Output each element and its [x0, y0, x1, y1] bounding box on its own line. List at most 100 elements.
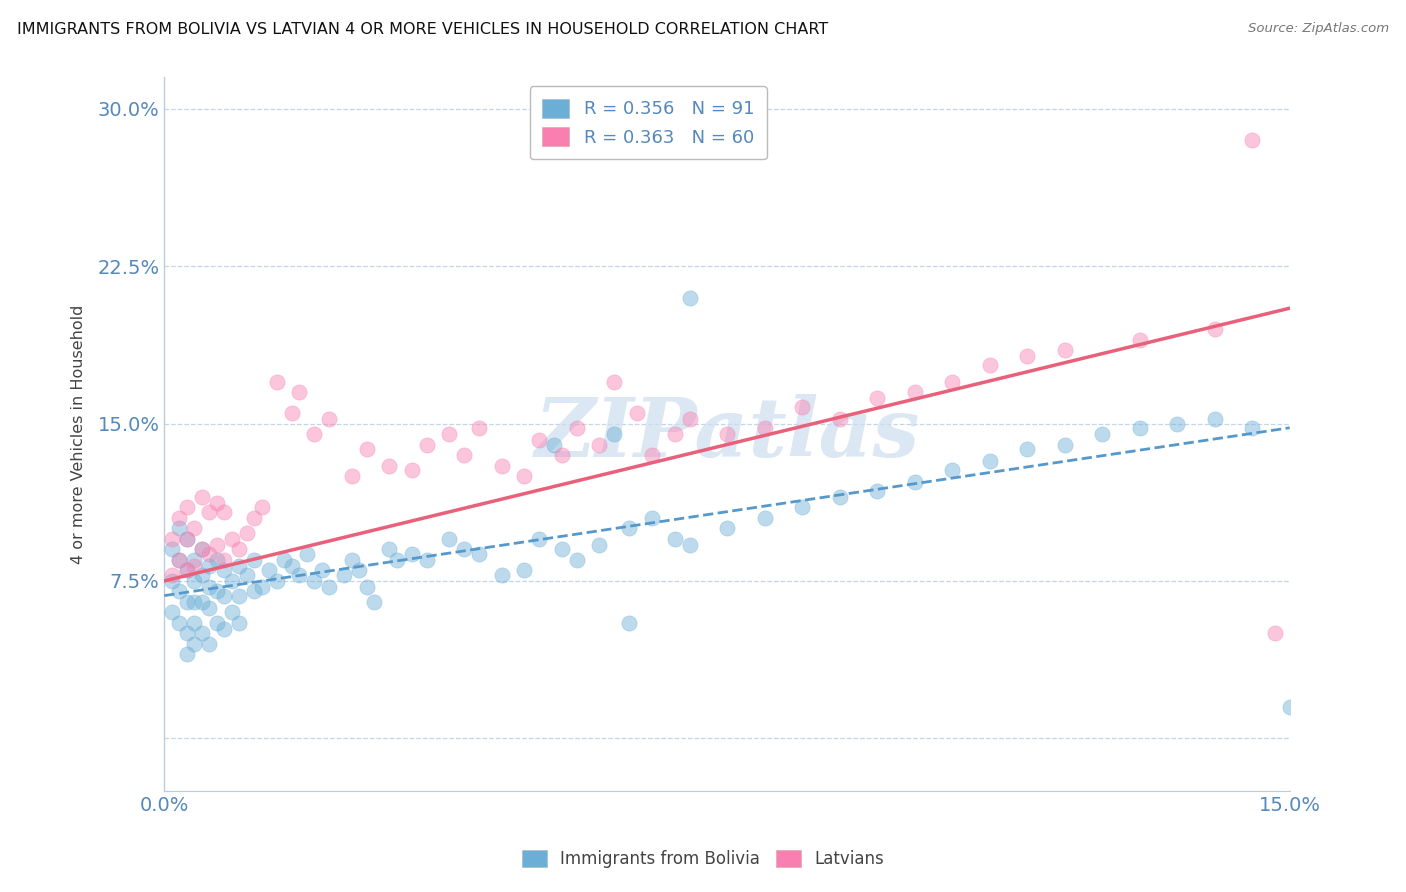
Point [439, 532, 461, 546]
Point [453, 448, 475, 462]
Point [678, 291, 700, 305]
Point [1264, 626, 1286, 640]
Point [754, 511, 776, 525]
Point [1091, 427, 1114, 442]
Point [979, 358, 1001, 372]
Point [191, 567, 214, 582]
Point [198, 505, 221, 519]
Point [228, 589, 250, 603]
Point [214, 622, 236, 636]
Point [183, 574, 205, 588]
Point [363, 595, 385, 609]
Point [1017, 442, 1039, 456]
Point [281, 559, 304, 574]
Point [169, 553, 191, 567]
Point [198, 601, 221, 615]
Point [333, 567, 356, 582]
Point [603, 375, 626, 389]
Point [979, 454, 1001, 468]
Point [295, 547, 318, 561]
Point [281, 406, 304, 420]
Point [221, 532, 243, 546]
Point [626, 406, 648, 420]
Point [169, 615, 191, 630]
Point [228, 559, 250, 574]
Point [866, 483, 889, 498]
Point [468, 547, 491, 561]
Point [941, 463, 963, 477]
Point [588, 538, 610, 552]
Point [273, 553, 295, 567]
Point [169, 511, 191, 525]
Point [205, 553, 228, 567]
Point [588, 437, 610, 451]
Point [543, 437, 565, 451]
Point [828, 412, 851, 426]
Point [1129, 333, 1152, 347]
Point [221, 574, 243, 588]
Point [468, 421, 491, 435]
Point [1204, 412, 1226, 426]
Point [243, 553, 266, 567]
Point [176, 563, 198, 577]
Point [453, 542, 475, 557]
Point [183, 595, 205, 609]
Point [491, 567, 513, 582]
Point [1204, 322, 1226, 336]
Point [191, 542, 214, 557]
Point [1017, 350, 1039, 364]
Point [198, 637, 221, 651]
Point [385, 553, 408, 567]
Point [214, 505, 236, 519]
Point [641, 448, 664, 462]
Point [416, 437, 439, 451]
Point [176, 532, 198, 546]
Point [1241, 421, 1264, 435]
Point [160, 542, 183, 557]
Point [259, 563, 281, 577]
Point [1278, 699, 1301, 714]
Point [160, 606, 183, 620]
Point [205, 584, 228, 599]
Point [191, 626, 214, 640]
Point [340, 469, 363, 483]
Point [318, 580, 340, 594]
Point [641, 511, 664, 525]
Point [169, 553, 191, 567]
Point [183, 637, 205, 651]
Point [941, 375, 963, 389]
Text: ZIPatlas: ZIPatlas [534, 394, 920, 474]
Point [250, 580, 273, 594]
Point [491, 458, 513, 473]
Point [318, 412, 340, 426]
Point [266, 574, 288, 588]
Point [176, 500, 198, 515]
Point [565, 421, 588, 435]
Point [205, 615, 228, 630]
Point [160, 567, 183, 582]
Point [529, 434, 551, 448]
Point [1166, 417, 1188, 431]
Point [214, 563, 236, 577]
Point [198, 547, 221, 561]
Point [191, 542, 214, 557]
Point [1053, 437, 1076, 451]
Point [236, 567, 259, 582]
Point [416, 553, 439, 567]
Point [214, 553, 236, 567]
Point [183, 553, 205, 567]
Legend: R = 0.356   N = 91, R = 0.363   N = 60: R = 0.356 N = 91, R = 0.363 N = 60 [530, 87, 766, 160]
Point [356, 580, 378, 594]
Point [288, 567, 311, 582]
Point [160, 574, 183, 588]
Point [214, 589, 236, 603]
Point [169, 521, 191, 535]
Point [790, 400, 813, 414]
Point [169, 584, 191, 599]
Point [176, 626, 198, 640]
Point [439, 427, 461, 442]
Point [198, 559, 221, 574]
Point [183, 559, 205, 574]
Point [866, 392, 889, 406]
Point [401, 463, 423, 477]
